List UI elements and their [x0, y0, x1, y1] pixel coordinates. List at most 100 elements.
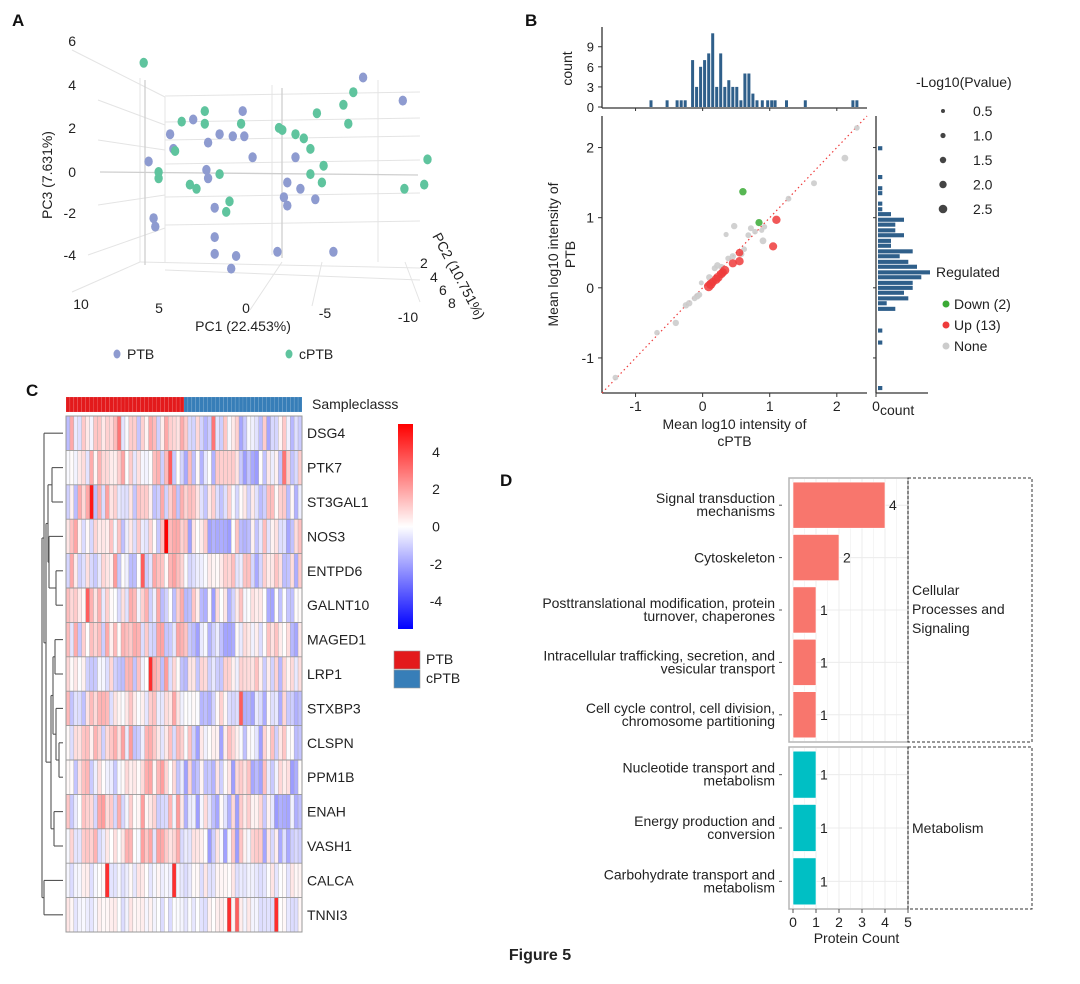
heatmap-cell	[187, 415, 193, 451]
x-tick-label: 0	[699, 398, 707, 414]
heatmap-cell	[246, 450, 252, 485]
annotation-cell	[254, 396, 259, 413]
heatmap-cell	[160, 828, 165, 864]
heatmap-cell	[278, 484, 283, 520]
heatmap-cell	[89, 794, 94, 829]
top-hist-bar	[735, 86, 739, 107]
scatter-point-none	[711, 265, 718, 272]
heatmap-cell	[73, 656, 78, 692]
heatmap-cell	[93, 863, 98, 898]
heatmap-cell	[136, 725, 141, 761]
heatmap-cell	[144, 759, 149, 795]
heatmap-cell	[101, 622, 106, 657]
heatmap-cell	[73, 519, 78, 554]
heatmap-cell	[128, 897, 134, 933]
annotation-cell	[136, 396, 141, 413]
heatmap-cell	[93, 794, 98, 829]
heatmap-cell	[290, 450, 295, 485]
scatter-point-none	[761, 224, 768, 230]
heatmap-cell	[246, 622, 252, 657]
heatmap-cell	[262, 725, 267, 761]
heatmap-cell	[85, 415, 90, 451]
heatmap-cell	[116, 863, 122, 898]
heatmap-cell	[140, 450, 145, 485]
pca-z-axis-label: PC2 (10.751%)	[429, 230, 488, 322]
heatmap-cell	[93, 828, 98, 864]
heatmap-cell	[109, 450, 114, 485]
scatter-point-down	[739, 188, 747, 196]
heatmap-cell	[148, 415, 153, 451]
annotation-cell	[128, 396, 134, 413]
heatmap-cell	[270, 794, 275, 829]
scatter-point-none	[725, 255, 731, 262]
x-tick-label: 4	[881, 914, 889, 930]
annotation-cell	[112, 396, 118, 413]
heatmap-cell	[156, 759, 161, 795]
heatmap-cell	[152, 897, 157, 933]
top-hist-bar	[743, 73, 747, 107]
heatmap-cell	[109, 691, 114, 726]
annotation-cell	[187, 396, 193, 413]
category-label-line2: mechanisms	[696, 503, 775, 519]
heatmap-cell	[116, 450, 122, 485]
heatmap-cell	[93, 553, 98, 589]
heatmap-cell	[160, 759, 165, 795]
pca-point-ptb	[273, 246, 282, 257]
heatmap-cell	[81, 725, 86, 761]
heatmap-cell	[215, 622, 220, 657]
heatmap-cell	[297, 691, 303, 726]
heatmap-cell	[81, 897, 86, 933]
heatmap-cell	[89, 587, 94, 623]
heatmap-cell	[140, 587, 145, 623]
heatmap-cells	[65, 415, 303, 933]
heatmap-cell	[187, 622, 193, 657]
heatmap-cell	[179, 450, 185, 485]
heatmap-cell	[250, 484, 255, 520]
heatmap-cell	[179, 553, 185, 589]
heatmap-cell	[93, 450, 98, 485]
heatmap-cell	[144, 450, 149, 485]
scatter-point-none	[698, 280, 704, 286]
pca-y-tick-label: -2	[64, 205, 77, 221]
heatmap-cell	[124, 725, 130, 761]
heatmap-cell	[175, 759, 181, 795]
heatmap-cell	[175, 897, 181, 933]
panel-label-a: A	[12, 11, 24, 30]
heatmap-cell	[132, 794, 137, 829]
scatter-point-up	[728, 259, 737, 268]
pca-point-cptb	[170, 146, 180, 156]
heatmap-cell	[293, 725, 299, 761]
heatmap-cell	[120, 725, 126, 761]
heatmap-cell	[262, 897, 267, 933]
heatmap-cell	[175, 519, 181, 554]
heatmap-cell	[258, 897, 263, 933]
heatmap-cell	[231, 863, 236, 898]
heatmap-cell	[172, 828, 177, 864]
heatmap-cell	[148, 691, 153, 726]
heatmap-cell	[297, 656, 303, 692]
heatmap-cell	[85, 794, 90, 829]
heatmap-cell	[254, 897, 259, 933]
heatmap-cell	[65, 759, 71, 795]
heatmap-cell	[282, 759, 287, 795]
bar-value-label: 1	[820, 873, 828, 889]
heatmap-cell	[215, 794, 220, 829]
heatmap-cell	[286, 450, 291, 485]
heatmap-cell	[262, 759, 267, 795]
annotation-cell	[116, 396, 122, 413]
heatmap-cell	[120, 863, 126, 898]
heatmap-cell	[207, 450, 212, 485]
heatmap-cell	[69, 863, 75, 898]
heatmap-cell	[136, 553, 141, 589]
heatmap-cell	[250, 450, 255, 485]
right-hist-bar	[878, 340, 883, 345]
heatmap-cell	[101, 587, 106, 623]
heatmap-cell	[242, 519, 248, 554]
grid-line	[404, 261, 421, 303]
heatmap-cell	[278, 553, 283, 589]
heatmap-cell	[199, 484, 204, 520]
annotation-cell	[199, 396, 204, 413]
heatmap-cell	[128, 863, 134, 898]
bar	[792, 534, 840, 581]
